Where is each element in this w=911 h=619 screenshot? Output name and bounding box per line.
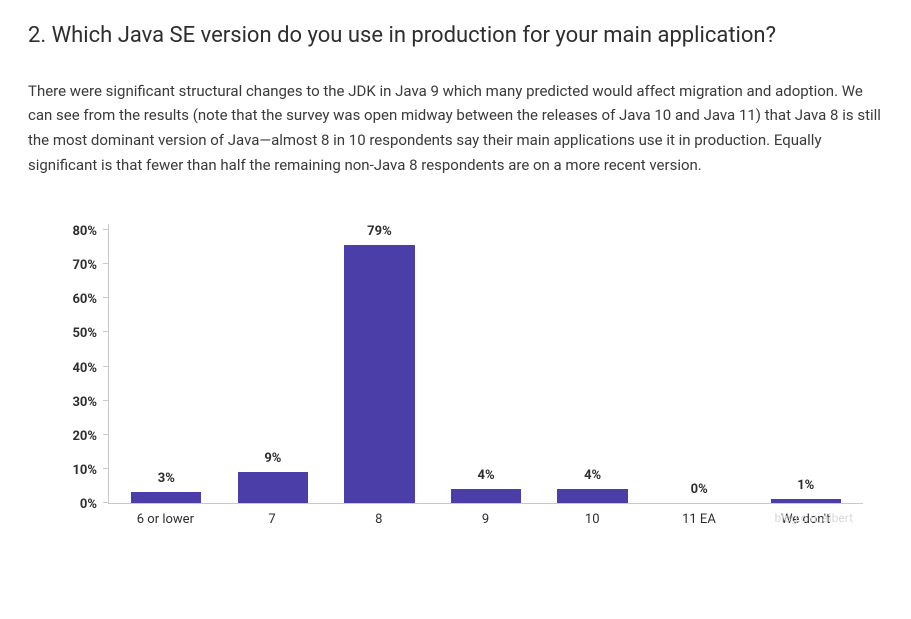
x-tick-label: We don't	[752, 512, 859, 527]
bar-value-label: 79%	[367, 224, 392, 239]
bar	[344, 245, 414, 503]
bar	[771, 499, 841, 502]
bar-column: 79%	[326, 224, 433, 503]
y-tick-label: 10%	[72, 463, 97, 478]
bar-column: 0%	[646, 224, 753, 503]
y-tick-mark	[103, 502, 109, 503]
bar-value-label: 1%	[797, 478, 814, 493]
bar	[238, 472, 308, 503]
y-tick-label: 20%	[72, 429, 97, 444]
bar-column: 4%	[433, 224, 540, 503]
y-tick-mark	[103, 434, 109, 435]
bars-container: 3% 9% 79% 4% 4% 0% 1%	[109, 224, 863, 503]
y-tick-label: 50%	[72, 326, 97, 341]
x-tick-label: 9	[432, 512, 539, 527]
y-tick-mark	[103, 400, 109, 401]
bar-column: 1%	[752, 224, 859, 503]
x-tick-label: 6 or lower	[112, 512, 219, 527]
y-tick-label: 80%	[72, 224, 97, 239]
bar-value-label: 4%	[584, 468, 601, 483]
x-axis-labels: 6 or lower7891011 EAWe don't	[108, 504, 863, 527]
x-tick-label: 7	[219, 512, 326, 527]
y-tick-label: 40%	[72, 361, 97, 376]
bar-column: 9%	[220, 224, 327, 503]
bar-value-label: 3%	[158, 471, 175, 486]
bar-column: 4%	[539, 224, 646, 503]
bar-chart: 3% 9% 79% 4% 4% 0% 1% 0% 10% 20% 30% 40% 50% 60% 70% 8…	[28, 212, 883, 527]
y-tick-label: 60%	[72, 292, 97, 307]
y-tick-mark	[103, 468, 109, 469]
bar	[557, 489, 627, 503]
y-tick-mark	[103, 263, 109, 264]
x-tick-label: 10	[539, 512, 646, 527]
bar-value-label: 0%	[691, 482, 708, 497]
y-tick-label: 30%	[72, 395, 97, 410]
bar-value-label: 4%	[477, 468, 494, 483]
y-tick-mark	[103, 297, 109, 298]
bar-value-label: 9%	[264, 451, 281, 466]
y-tick-mark	[103, 366, 109, 367]
bar	[131, 492, 201, 502]
y-tick-label: 0%	[80, 497, 97, 512]
bar	[451, 489, 521, 503]
description-paragraph: There were significant structural change…	[28, 79, 883, 178]
x-tick-label: 11 EA	[646, 512, 753, 527]
question-heading: 2. Which Java SE version do you use in p…	[28, 22, 883, 51]
y-tick-mark	[103, 229, 109, 230]
plot-area: 3%9%79%4%4%0%1% 0%10%20%30%40%50%60%70%8…	[108, 224, 863, 504]
bar-column: 3%	[113, 224, 220, 503]
x-tick-label: 8	[325, 512, 432, 527]
y-tick-mark	[103, 331, 109, 332]
y-tick-label: 70%	[72, 258, 97, 273]
